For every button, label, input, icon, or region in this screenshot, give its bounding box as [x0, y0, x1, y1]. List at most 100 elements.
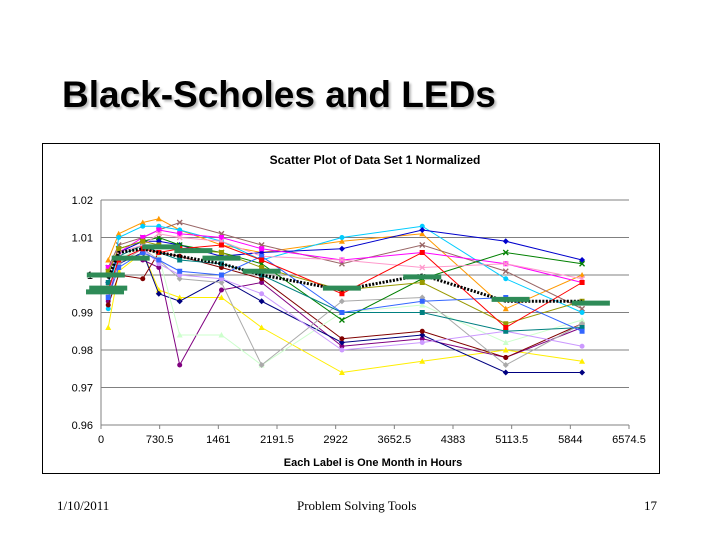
- data-point: [339, 310, 345, 315]
- data-point: [105, 257, 112, 263]
- data-point: [140, 250, 146, 255]
- data-point: [139, 219, 146, 225]
- data-point: [503, 328, 509, 334]
- data-point: [176, 219, 183, 226]
- data-point: [579, 369, 586, 376]
- data-point: [116, 265, 122, 270]
- data-point: [258, 324, 265, 330]
- data-point: [502, 369, 509, 376]
- data-point: [155, 230, 162, 237]
- data-point: [579, 260, 586, 267]
- data-point: [218, 235, 224, 240]
- data-point: [338, 238, 345, 244]
- data-point: [156, 265, 162, 270]
- data-point: [140, 235, 146, 240]
- data-point: [155, 253, 162, 259]
- data-point: [105, 268, 111, 274]
- data-point: [579, 305, 586, 312]
- data-point: [218, 250, 224, 255]
- data-point: [419, 242, 426, 248]
- x-tick-label: 6574.5: [612, 434, 646, 446]
- data-point: [259, 257, 265, 263]
- data-point: [579, 317, 586, 323]
- data-point: [419, 298, 425, 304]
- chart-title: Scatter Plot of Data Set 1 Normalized: [270, 153, 481, 167]
- x-tick-label: 5844: [558, 434, 582, 446]
- data-point: [502, 305, 509, 312]
- scatter-chart: Scatter Plot of Data Set 1 Normalized 0.9…: [72, 153, 646, 469]
- data-point: [419, 250, 425, 255]
- data-point: [116, 246, 122, 252]
- data-point: [156, 257, 162, 263]
- data-point: [156, 227, 162, 233]
- data-point: [218, 279, 225, 286]
- x-tick-label: 2191.5: [260, 434, 294, 446]
- footer-date: 1/10/2011: [57, 498, 110, 513]
- data-point: [177, 231, 183, 237]
- data-point: [502, 347, 509, 353]
- data-point: [339, 343, 345, 349]
- data-point: [419, 328, 425, 334]
- data-point: [140, 238, 146, 244]
- x-tick-label: 0: [98, 434, 104, 446]
- data-point: [419, 332, 426, 338]
- data-point: [218, 294, 225, 300]
- data-point: [116, 235, 122, 240]
- data-point: [419, 336, 425, 342]
- data-point: [338, 339, 345, 346]
- slide-title: Black-Scholes and LEDs: [62, 74, 496, 115]
- data-point: [419, 358, 426, 364]
- data-point: [419, 230, 426, 237]
- y-tick-label: 0.96: [72, 420, 93, 432]
- data-point: [502, 362, 509, 368]
- x-tick-label: 4383: [441, 434, 465, 446]
- data-point: [419, 340, 425, 345]
- data-point: [258, 362, 265, 368]
- data-point: [503, 325, 509, 330]
- data-point: [502, 339, 509, 345]
- y-tick-label: 1.02: [72, 195, 93, 207]
- data-point: [338, 317, 345, 323]
- y-tick-label: 1.01: [72, 233, 93, 245]
- data-point: [259, 280, 265, 285]
- data-point: [502, 249, 509, 256]
- data-point: [155, 215, 162, 222]
- data-point: [579, 358, 586, 364]
- data-point: [258, 298, 265, 305]
- data-point: [105, 265, 111, 270]
- data-point: [579, 272, 586, 278]
- data-point: [338, 369, 345, 375]
- data-point: [419, 264, 426, 271]
- y-tick-label: 0.97: [72, 383, 93, 395]
- data-point: [105, 302, 111, 308]
- data-point: [105, 280, 111, 285]
- data-point: [176, 234, 183, 241]
- x-tick-label: 730.5: [146, 434, 174, 446]
- data-point: [177, 257, 183, 263]
- data-point: [105, 324, 112, 330]
- data-point: [218, 261, 224, 267]
- data-point: [579, 343, 585, 349]
- data-point: [155, 290, 162, 297]
- data-point: [502, 268, 509, 275]
- data-point: [105, 295, 111, 300]
- data-point: [140, 223, 146, 229]
- data-point: [339, 347, 345, 353]
- data-point: [503, 321, 509, 327]
- data-point: [140, 276, 146, 282]
- data-point: [502, 238, 509, 245]
- data-point: [503, 276, 509, 282]
- y-tick-label: 0.99: [72, 308, 93, 320]
- x-tick-label: 2922: [323, 434, 347, 446]
- data-point: [419, 280, 425, 285]
- data-point: [177, 268, 183, 274]
- data-point: [503, 355, 509, 360]
- data-point: [259, 272, 265, 278]
- data-point: [218, 242, 224, 248]
- data-point: [259, 291, 265, 297]
- data-point: [502, 260, 509, 267]
- chart-frame: Scatter Plot of Data Set 1 Normalized 0.9…: [42, 143, 660, 474]
- data-point: [218, 287, 224, 293]
- data-point: [218, 332, 225, 338]
